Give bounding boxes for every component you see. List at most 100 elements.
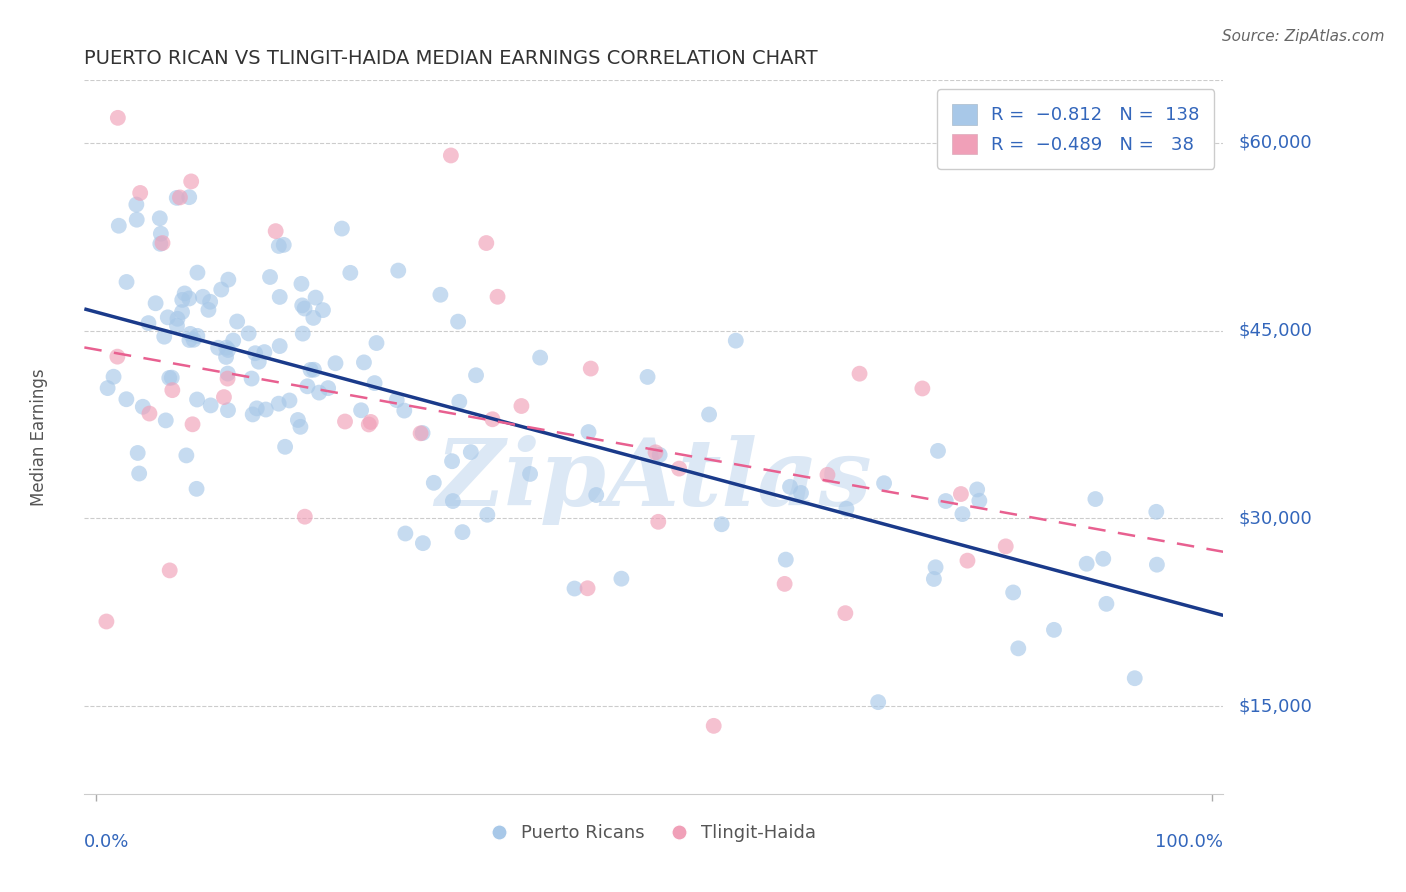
Point	[240, 371, 263, 385]
Point	[697, 408, 720, 422]
Point	[166, 311, 188, 326]
Point	[179, 333, 201, 347]
Point	[325, 356, 347, 370]
Point	[966, 483, 988, 497]
Point	[873, 476, 896, 491]
Point	[440, 148, 463, 162]
Point	[127, 446, 149, 460]
Point	[186, 329, 208, 343]
Point	[510, 399, 533, 413]
Text: $30,000: $30,000	[1239, 509, 1312, 527]
Point	[834, 606, 856, 620]
Point	[779, 480, 801, 494]
Point	[267, 397, 290, 411]
Point	[1123, 671, 1146, 685]
Point	[703, 719, 725, 733]
Point	[447, 315, 470, 329]
Point	[519, 467, 541, 481]
Point	[357, 417, 380, 432]
Point	[644, 445, 666, 459]
Point	[412, 425, 434, 440]
Text: $60,000: $60,000	[1239, 134, 1312, 152]
Point	[423, 475, 446, 490]
Point	[394, 403, 416, 417]
Point	[297, 379, 319, 393]
Point	[247, 355, 270, 369]
Point	[157, 371, 180, 385]
Point	[129, 186, 152, 200]
Point	[1076, 557, 1098, 571]
Point	[294, 301, 316, 316]
Point	[578, 425, 600, 439]
Point	[149, 227, 172, 241]
Point	[387, 263, 409, 277]
Point	[96, 615, 118, 629]
Point	[274, 440, 297, 454]
Point	[115, 275, 138, 289]
Point	[994, 540, 1017, 554]
Point	[564, 582, 586, 596]
Point	[648, 448, 671, 462]
Point	[125, 212, 148, 227]
Point	[668, 461, 690, 475]
Point	[302, 310, 325, 325]
Point	[179, 326, 201, 341]
Point	[333, 415, 356, 429]
Point	[215, 350, 238, 364]
Point	[817, 467, 839, 482]
Point	[835, 501, 858, 516]
Point	[191, 290, 214, 304]
Point	[197, 302, 219, 317]
Point	[160, 370, 183, 384]
Point	[267, 239, 290, 253]
Point	[186, 482, 208, 496]
Point	[299, 363, 322, 377]
Point	[217, 367, 239, 381]
Point	[316, 381, 339, 395]
Point	[170, 305, 193, 319]
Text: PUERTO RICAN VS TLINGIT-HAIDA MEDIAN EARNINGS CORRELATION CHART: PUERTO RICAN VS TLINGIT-HAIDA MEDIAN EAR…	[84, 48, 818, 68]
Point	[217, 272, 239, 286]
Point	[956, 554, 979, 568]
Point	[269, 339, 291, 353]
Point	[949, 487, 972, 501]
Point	[481, 412, 503, 426]
Point	[927, 443, 949, 458]
Point	[186, 266, 208, 280]
Point	[1007, 641, 1029, 656]
Point	[181, 417, 204, 432]
Point	[238, 326, 260, 341]
Text: 100.0%: 100.0%	[1156, 833, 1223, 851]
Point	[647, 515, 669, 529]
Point	[179, 292, 201, 306]
Point	[242, 408, 264, 422]
Point	[579, 361, 602, 376]
Point	[97, 381, 120, 395]
Point	[848, 367, 870, 381]
Point	[254, 402, 277, 417]
Point	[775, 552, 797, 566]
Point	[585, 488, 607, 502]
Point	[460, 445, 482, 459]
Point	[217, 403, 239, 417]
Point	[243, 346, 266, 360]
Point	[217, 343, 239, 357]
Point	[291, 298, 314, 312]
Point	[166, 318, 188, 333]
Point	[1144, 505, 1167, 519]
Point	[186, 392, 208, 407]
Point	[273, 238, 295, 252]
Point	[246, 401, 269, 416]
Point	[1043, 623, 1066, 637]
Point	[475, 235, 498, 250]
Point	[465, 368, 488, 383]
Point	[350, 403, 373, 417]
Point	[969, 493, 991, 508]
Point	[115, 392, 138, 407]
Point	[217, 371, 239, 385]
Point	[291, 326, 314, 341]
Point	[155, 413, 177, 427]
Text: Median Earnings: Median Earnings	[30, 368, 48, 506]
Point	[159, 563, 181, 577]
Point	[1084, 491, 1107, 506]
